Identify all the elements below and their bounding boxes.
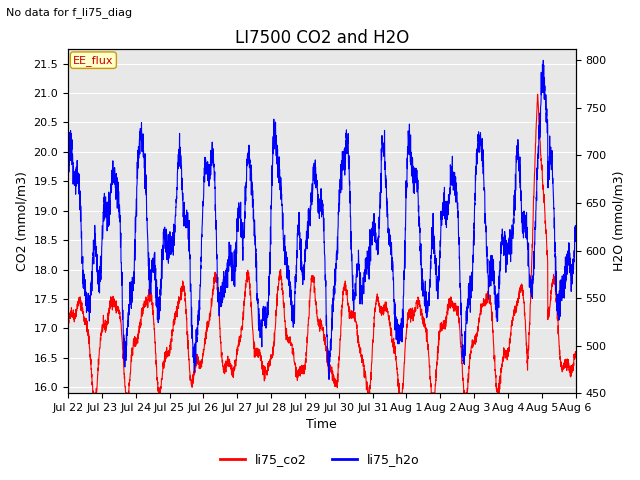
Y-axis label: CO2 (mmol/m3): CO2 (mmol/m3) bbox=[15, 171, 28, 271]
X-axis label: Time: Time bbox=[307, 419, 337, 432]
Title: LI7500 CO2 and H2O: LI7500 CO2 and H2O bbox=[235, 29, 409, 48]
Text: No data for f_li75_diag: No data for f_li75_diag bbox=[6, 7, 132, 18]
Y-axis label: H2O (mmol/m3): H2O (mmol/m3) bbox=[612, 171, 625, 271]
Legend: li75_co2, li75_h2o: li75_co2, li75_h2o bbox=[215, 448, 425, 471]
Text: EE_flux: EE_flux bbox=[73, 55, 114, 66]
